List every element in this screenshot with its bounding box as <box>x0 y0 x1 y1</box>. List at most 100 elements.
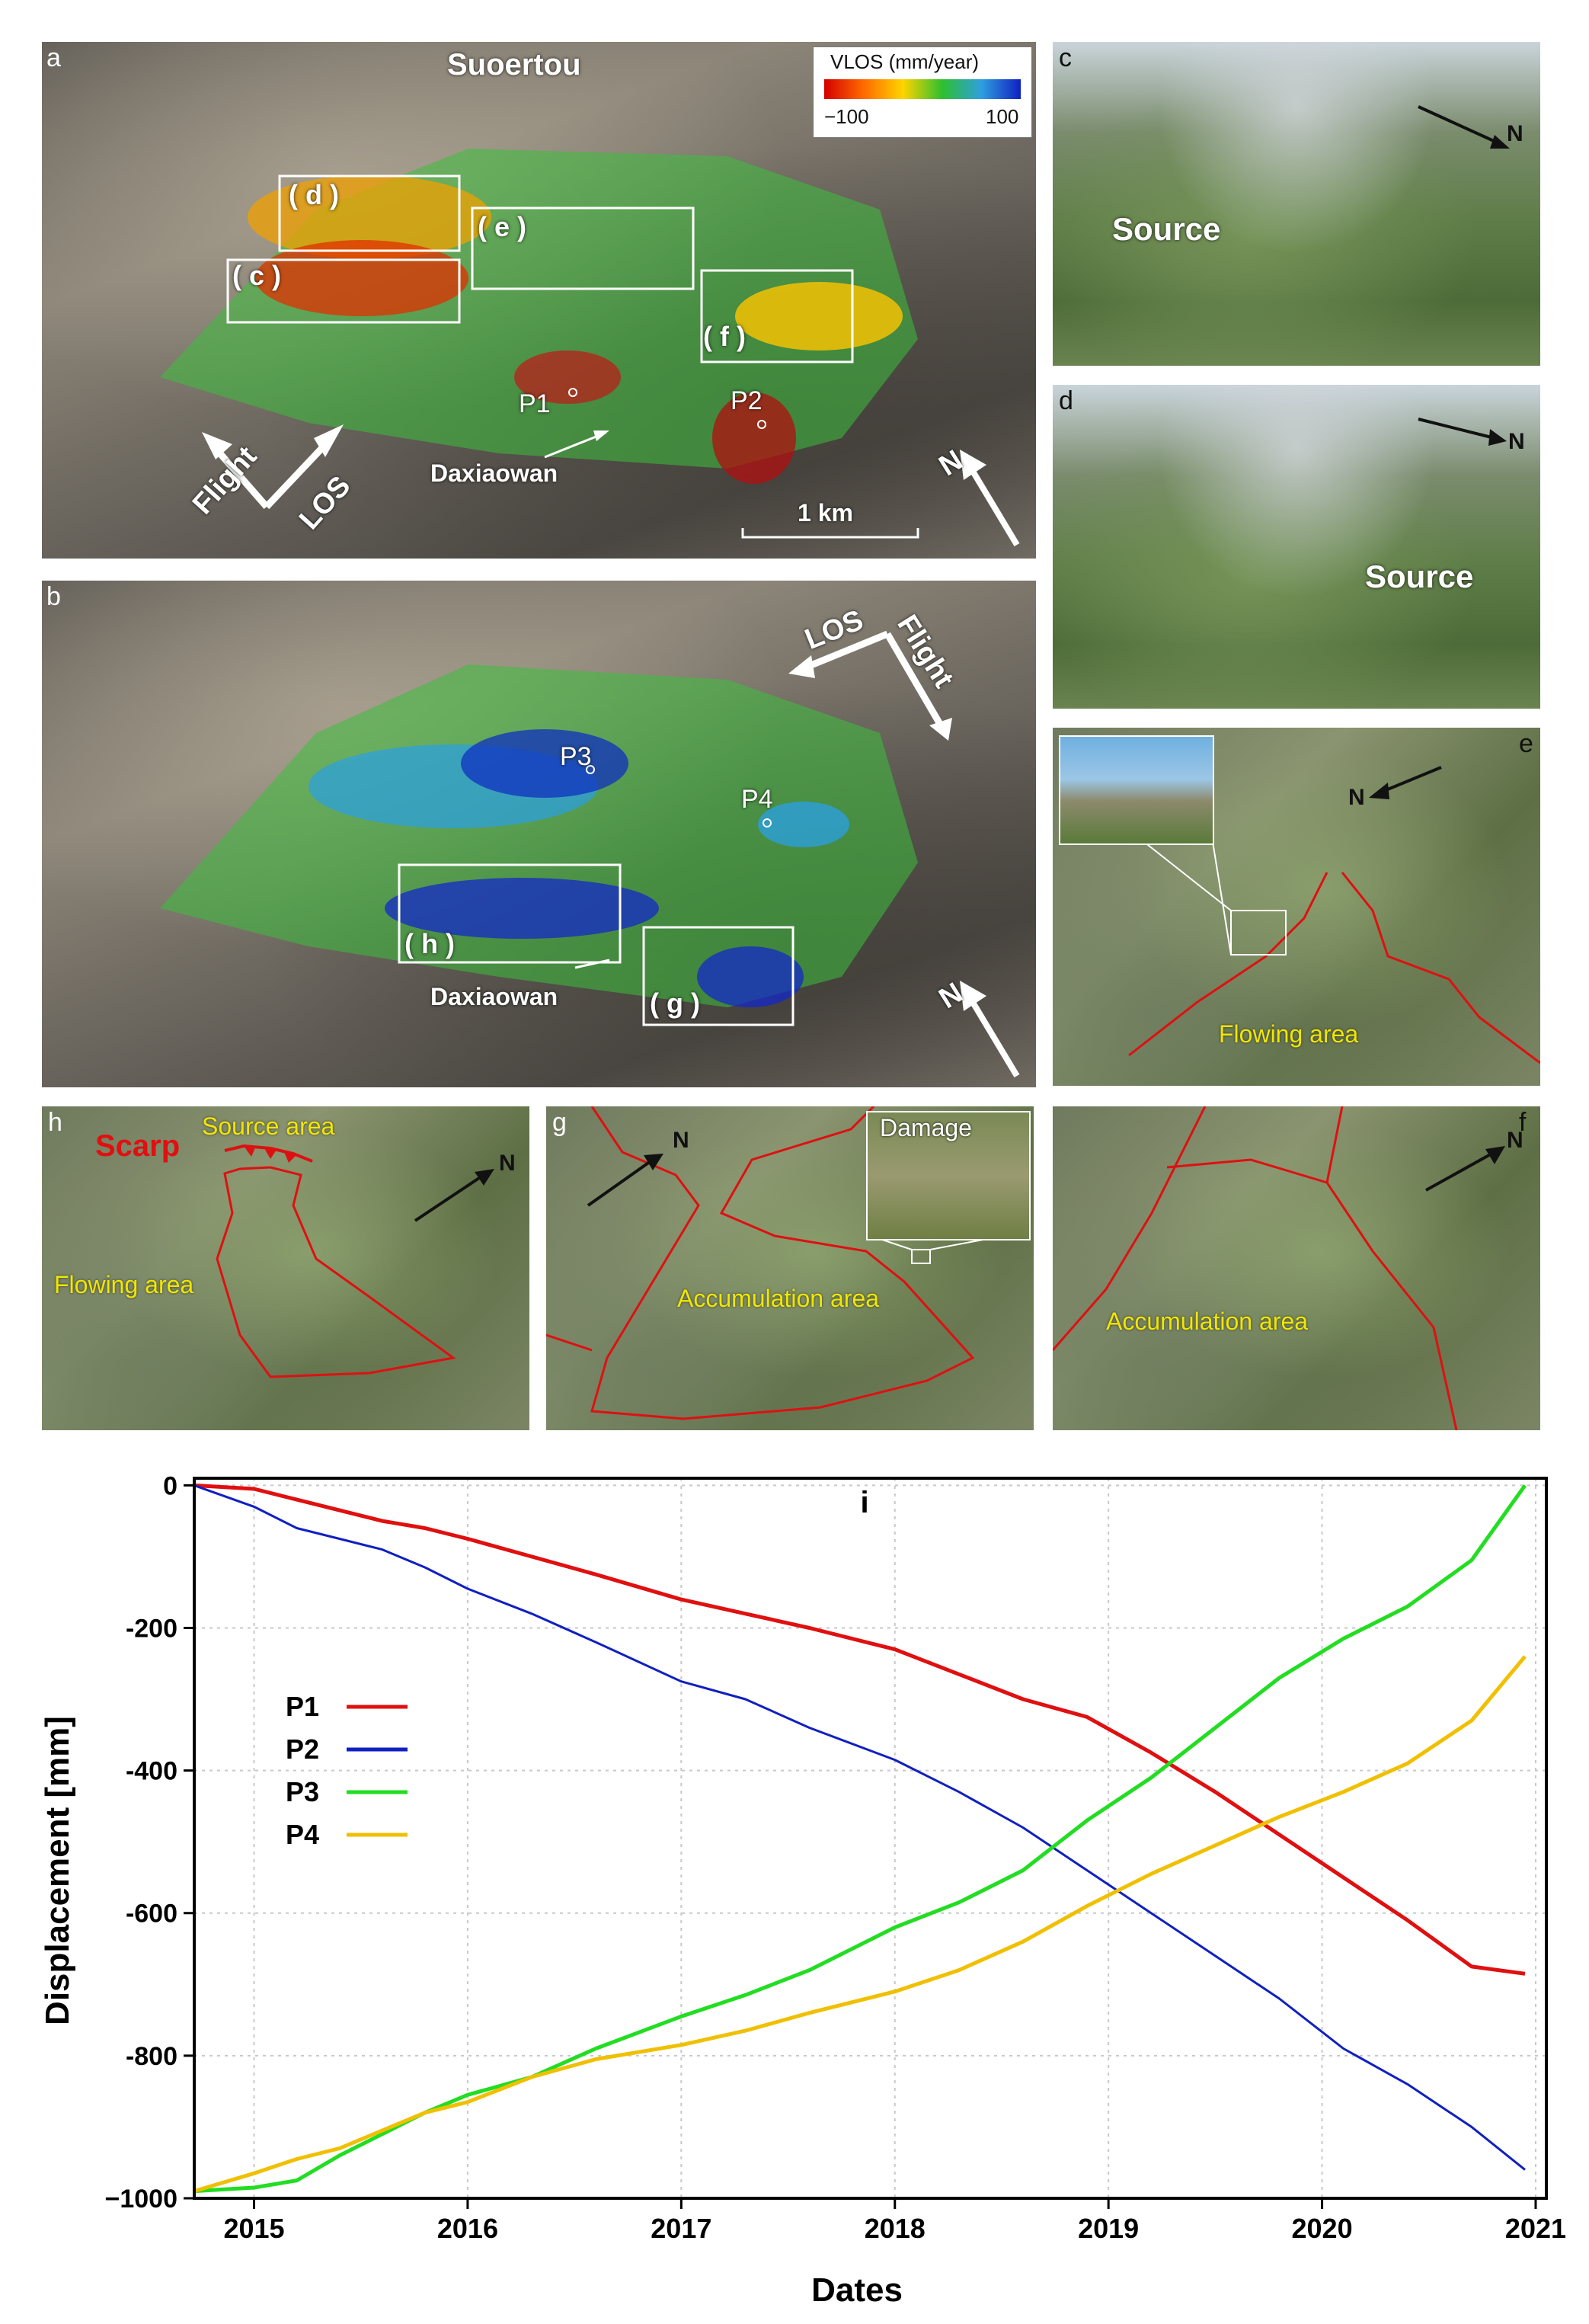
panel-b-overlay <box>160 630 1020 1078</box>
plot-frame <box>193 1477 1548 2200</box>
panel-h-photo: h Scarp Source area Flowing area N <box>42 1106 529 1430</box>
panel-h-overlay <box>216 1144 494 1378</box>
legend-title: VLOS (mm/year) <box>830 50 980 73</box>
panel-e-overlay <box>1128 766 1540 1064</box>
panel-c-arrow <box>1418 105 1510 149</box>
y-tick-label: -200 <box>126 1614 177 1643</box>
panel-b-map: b LOS Flight P3 P4 ( h ) ( g ) Daxiaowan… <box>42 581 1036 1087</box>
box-label-g: ( g ) <box>650 988 700 1019</box>
legend-min: −100 <box>824 105 869 128</box>
north-label-d: N <box>1508 429 1525 454</box>
panel-f-overlay <box>1053 1106 1505 1430</box>
legend-colorbar <box>824 79 1021 99</box>
point-label-p1: P1 <box>519 389 551 418</box>
x-tick-label: 2017 <box>651 2213 711 2244</box>
box-d <box>278 174 461 252</box>
chart-grid <box>194 1478 1546 2199</box>
north-arrow-b <box>968 997 1020 1078</box>
scarp-label: Scarp <box>95 1129 181 1163</box>
point-label-p2: P2 <box>731 386 763 415</box>
x-tick-label: 2019 <box>1078 2213 1139 2244</box>
panel-letter-d: d <box>1059 386 1073 415</box>
suoertou-label: Suoertou <box>447 48 581 82</box>
north-label-h: N <box>499 1151 516 1176</box>
box-e <box>471 206 695 290</box>
series-line-p2 <box>193 1484 1526 2171</box>
panel-letter-e: e <box>1519 729 1533 758</box>
panel-letter-c: c <box>1059 43 1072 72</box>
panel-letter-h: h <box>48 1108 62 1137</box>
y-axis-title: Displacement [mm] <box>39 1716 76 2025</box>
point-label-p3: P3 <box>560 742 592 771</box>
north-label-g: N <box>673 1128 689 1153</box>
flight-los-arrows <box>210 435 334 510</box>
damage-inset: Damage <box>866 1111 1031 1240</box>
legend-max: 100 <box>986 105 1019 128</box>
daxiaowan-label-b: Daxiaowan <box>430 983 558 1010</box>
box-label-c: ( c ) <box>232 260 282 291</box>
legend-label-p2: P2 <box>286 1733 319 1765</box>
chart-series <box>193 1483 1527 2194</box>
panel-g-photo: Damage g N Accumulation area <box>546 1106 1034 1430</box>
panel-a-overlay <box>160 149 1020 547</box>
box-label-e: ( e ) <box>478 211 527 242</box>
box-g <box>642 926 794 1026</box>
panel-letter-i: i <box>860 1486 868 1519</box>
legend-label-p1: P1 <box>286 1691 319 1722</box>
box-label-d: ( d ) <box>289 179 339 210</box>
panel-letter-g: g <box>552 1108 567 1137</box>
legend-label-p3: P3 <box>286 1776 319 1807</box>
y-tick-label: -400 <box>126 1757 177 1786</box>
inset-rock-photo <box>1059 735 1214 845</box>
x-tick-label: 2020 <box>1292 2213 1353 2244</box>
x-tick-label: 2018 <box>865 2213 926 2244</box>
box-c <box>226 258 461 324</box>
series-line-p4 <box>193 1655 1527 2193</box>
north-label-c: N <box>1507 121 1523 146</box>
north-arrow-a <box>968 466 1020 547</box>
los-flight-arrows-b <box>802 630 944 728</box>
vlos-legend: VLOS (mm/year) −100 100 <box>813 46 1032 138</box>
damage-label: Damage <box>880 1114 972 1141</box>
panel-letter-b: b <box>46 582 61 611</box>
y-tick-label: -600 <box>126 1900 177 1929</box>
x-tick-label: 2016 <box>437 2213 498 2244</box>
source-label-d: Source <box>1365 559 1474 594</box>
displacement-chart: 2015 2016 2017 2018 2019 2020 2021 0 -200 -400 -60… <box>39 1471 1567 2309</box>
x-tick-label: 2021 <box>1505 2213 1566 2244</box>
panel-c-photo: c Source N <box>1053 42 1540 366</box>
x-tick-label: 2015 <box>223 2213 284 2244</box>
series-line-p3 <box>193 1484 1527 2194</box>
legend-label-p4: P4 <box>286 1819 319 1850</box>
scale-label: 1 km <box>798 499 853 527</box>
scale-bar <box>741 528 919 539</box>
panel-a-map: a Suoertou VLOS (mm/year) −100 100 ( d )… <box>42 42 1036 559</box>
accumulation-label-g: Accumulation area <box>677 1285 880 1312</box>
panel-f-photo: f N Accumulation area <box>1053 1106 1540 1430</box>
box-f <box>700 269 854 363</box>
north-label-e: N <box>1348 785 1365 810</box>
y-tick-label: 0 <box>163 1471 177 1500</box>
source-label-c: Source <box>1112 211 1221 247</box>
y-tick-label: -800 <box>126 2042 177 2071</box>
chart-ticks: 2015 2016 2017 2018 2019 2020 2021 0 -200 -400 -60… <box>105 1471 1567 2244</box>
panel-d-arrow <box>1418 418 1507 446</box>
panel-letter-f: f <box>1519 1108 1527 1137</box>
series-line-p1 <box>193 1483 1526 1976</box>
x-axis-title: Dates <box>811 2271 903 2309</box>
north-label-f: N <box>1507 1128 1523 1153</box>
panel-letter-a: a <box>46 43 61 72</box>
flowing-area-label-h: Flowing area <box>54 1271 194 1298</box>
source-area-label: Source area <box>202 1112 335 1140</box>
panel-d-photo: d Source N <box>1053 385 1540 709</box>
box-h <box>398 863 622 964</box>
y-tick-label: −1000 <box>105 2185 178 2214</box>
chart-legend: P1 P2 P3 P4 <box>286 1691 408 1850</box>
box-label-h: ( h ) <box>404 928 455 959</box>
box-label-f: ( f ) <box>703 321 746 352</box>
daxiaowan-label-a: Daxiaowan <box>430 459 558 487</box>
accumulation-label-f: Accumulation area <box>1106 1308 1309 1335</box>
point-label-p4: P4 <box>741 785 773 814</box>
panel-e-photo: e N Flowing area <box>1053 728 1540 1086</box>
flowing-area-label-e: Flowing area <box>1219 1020 1359 1048</box>
